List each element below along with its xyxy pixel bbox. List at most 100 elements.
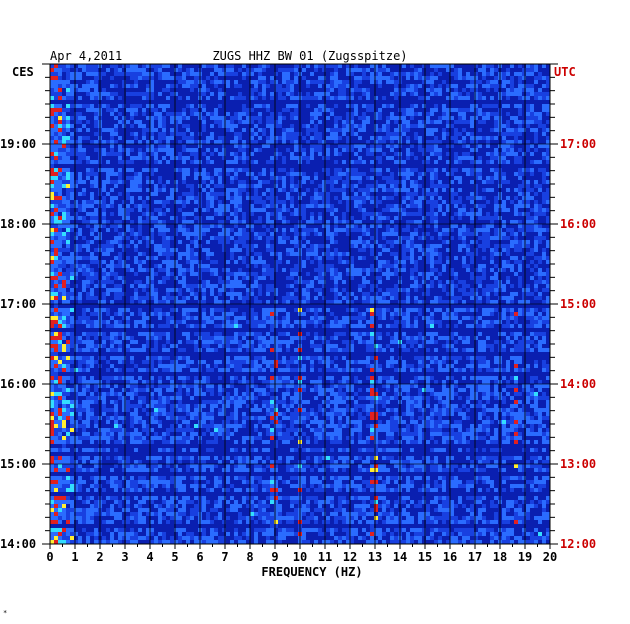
spectrogram-cell bbox=[370, 116, 374, 120]
spectrogram-cell bbox=[86, 100, 90, 104]
spectrogram-cell bbox=[266, 172, 270, 176]
spectrogram-cell bbox=[214, 192, 218, 196]
spectrogram-cell bbox=[218, 208, 222, 212]
spectrogram-cell bbox=[66, 172, 70, 176]
spectrogram-cell bbox=[226, 132, 230, 136]
spectrogram-cell bbox=[126, 216, 130, 220]
spectrogram-cell bbox=[390, 128, 394, 132]
spectrogram-cell bbox=[338, 92, 342, 96]
spectrogram-cell bbox=[190, 120, 194, 124]
spectrogram-cell bbox=[182, 104, 186, 108]
spectrogram-cell bbox=[458, 212, 462, 216]
spectrogram-cell bbox=[106, 144, 110, 148]
spectrogram-cell bbox=[294, 172, 298, 176]
spectrogram-cell bbox=[394, 96, 398, 100]
spectrogram-cell bbox=[374, 112, 378, 116]
spectrogram-cell bbox=[470, 100, 474, 104]
spectrogram-cell bbox=[250, 212, 254, 216]
spectrogram-cell bbox=[394, 64, 398, 68]
spectrogram-cell bbox=[214, 132, 218, 136]
spectrogram-cell bbox=[462, 80, 466, 84]
spectrogram-cell bbox=[450, 116, 454, 120]
spectrogram-cell bbox=[146, 192, 150, 196]
spectrogram-cell bbox=[186, 116, 190, 120]
spectrogram-cell bbox=[118, 164, 122, 168]
spectrogram-cell bbox=[366, 92, 370, 96]
spectrogram-cell bbox=[458, 184, 462, 188]
spectrogram-cell bbox=[114, 204, 118, 208]
spectrogram-cell bbox=[138, 160, 142, 164]
spectrogram-cell bbox=[182, 96, 186, 100]
spectrogram-cell bbox=[546, 132, 550, 136]
spectrogram-cell bbox=[538, 92, 542, 96]
spectrogram-cell bbox=[58, 100, 62, 104]
spectrogram-cell bbox=[234, 160, 238, 164]
spectrogram-cell bbox=[94, 164, 98, 168]
spectrogram-cell bbox=[266, 168, 270, 172]
spectrogram-cell bbox=[182, 148, 186, 152]
spectrogram-cell bbox=[278, 156, 282, 160]
spectrogram-cell bbox=[122, 124, 126, 128]
spectrogram-cell bbox=[374, 104, 378, 108]
spectrogram-cell bbox=[146, 88, 150, 92]
spectrogram-cell bbox=[214, 140, 218, 144]
spectrogram-cell bbox=[238, 164, 242, 168]
spectrogram-cell bbox=[330, 172, 334, 176]
spectrogram-cell bbox=[78, 136, 82, 140]
spectrogram-cell bbox=[266, 128, 270, 132]
spectrogram-cell bbox=[210, 152, 214, 156]
spectrogram-cell bbox=[186, 144, 190, 148]
spectrogram-cell bbox=[386, 68, 390, 72]
spectrogram-cell bbox=[502, 208, 506, 212]
spectrogram-cell bbox=[306, 196, 310, 200]
spectrogram-cell bbox=[126, 200, 130, 204]
spectrogram-cell bbox=[374, 188, 378, 192]
spectrogram-cell bbox=[494, 220, 498, 224]
spectrogram-cell bbox=[138, 84, 142, 88]
spectrogram-cell bbox=[482, 68, 486, 72]
spectrogram-cell bbox=[442, 80, 446, 84]
spectrogram-cell bbox=[534, 164, 538, 168]
spectrogram-cell bbox=[310, 200, 314, 204]
spectrogram-cell bbox=[70, 112, 74, 116]
spectrogram-cell bbox=[170, 196, 174, 200]
spectrogram-cell bbox=[418, 212, 422, 216]
spectrogram-cell bbox=[422, 104, 426, 108]
spectrogram-cell bbox=[146, 148, 150, 152]
spectrogram-cell bbox=[122, 72, 126, 76]
spectrogram-cell bbox=[238, 216, 242, 220]
spectrogram-cell bbox=[402, 216, 406, 220]
spectrogram-cell bbox=[58, 96, 62, 100]
spectrogram-cell bbox=[474, 196, 478, 200]
spectrogram-cell bbox=[306, 128, 310, 132]
spectrogram-cell bbox=[170, 172, 174, 176]
spectrogram-cell bbox=[462, 112, 466, 116]
spectrogram-cell bbox=[322, 200, 326, 204]
spectrogram-cell bbox=[310, 212, 314, 216]
spectrogram-cell bbox=[222, 128, 226, 132]
spectrogram-cell bbox=[354, 156, 358, 160]
spectrogram-cell bbox=[310, 128, 314, 132]
spectrogram-cell bbox=[418, 76, 422, 80]
spectrogram-cell bbox=[462, 128, 466, 132]
spectrogram-cell bbox=[538, 108, 542, 112]
spectrogram-cell bbox=[474, 184, 478, 188]
spectrogram-cell bbox=[242, 104, 246, 108]
spectrogram-cell bbox=[374, 100, 378, 104]
spectrogram-cell bbox=[82, 88, 86, 92]
spectrogram-cell bbox=[330, 204, 334, 208]
spectrogram-cell bbox=[462, 216, 466, 220]
spectrogram-cell bbox=[306, 152, 310, 156]
spectrogram-cell bbox=[482, 152, 486, 156]
spectrogram-cell bbox=[146, 172, 150, 176]
spectrogram-cell bbox=[106, 96, 110, 100]
spectrogram-cell bbox=[346, 80, 350, 84]
spectrogram-cell bbox=[454, 64, 458, 68]
spectrogram-cell bbox=[342, 212, 346, 216]
spectrogram-cell bbox=[234, 128, 238, 132]
spectrogram-cell bbox=[206, 156, 210, 160]
spectrogram-cell bbox=[410, 88, 414, 92]
spectrogram-cell bbox=[170, 112, 174, 116]
spectrogram-cell bbox=[546, 136, 550, 140]
spectrogram-cell bbox=[54, 92, 58, 96]
